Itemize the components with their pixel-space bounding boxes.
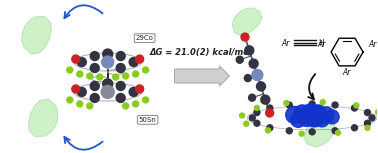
Circle shape — [369, 115, 375, 121]
Polygon shape — [304, 114, 335, 147]
Circle shape — [318, 107, 334, 123]
Circle shape — [67, 67, 73, 73]
Text: ΔG = 21.0(2) kcal/mol: ΔG = 21.0(2) kcal/mol — [150, 48, 253, 57]
Circle shape — [307, 111, 322, 126]
Circle shape — [291, 112, 306, 127]
Circle shape — [116, 52, 125, 61]
Circle shape — [129, 88, 138, 96]
Circle shape — [284, 101, 289, 106]
FancyArrow shape — [175, 66, 229, 86]
Circle shape — [90, 52, 99, 61]
Circle shape — [102, 56, 114, 68]
Circle shape — [103, 79, 113, 89]
Circle shape — [302, 104, 318, 120]
Circle shape — [77, 88, 86, 96]
Circle shape — [72, 85, 80, 93]
Polygon shape — [22, 17, 51, 54]
Circle shape — [309, 101, 315, 107]
Text: Ar: Ar — [282, 39, 290, 48]
Circle shape — [77, 71, 83, 77]
Circle shape — [244, 121, 249, 126]
Circle shape — [352, 105, 358, 111]
Circle shape — [267, 125, 273, 131]
Circle shape — [123, 103, 129, 109]
Circle shape — [116, 93, 125, 102]
Circle shape — [299, 111, 314, 126]
Circle shape — [354, 103, 359, 108]
Polygon shape — [28, 99, 58, 136]
Text: 50Sn: 50Sn — [139, 117, 156, 123]
Circle shape — [133, 71, 139, 77]
Circle shape — [123, 73, 129, 79]
Circle shape — [236, 56, 243, 63]
Circle shape — [143, 97, 149, 103]
Circle shape — [332, 102, 338, 108]
Circle shape — [245, 46, 254, 55]
Circle shape — [67, 97, 73, 103]
Circle shape — [261, 95, 270, 104]
Circle shape — [249, 94, 256, 101]
Circle shape — [332, 128, 338, 134]
Circle shape — [101, 86, 114, 98]
Circle shape — [72, 55, 80, 63]
Circle shape — [286, 106, 303, 123]
Circle shape — [143, 67, 149, 73]
Circle shape — [266, 109, 274, 117]
Circle shape — [116, 82, 125, 90]
Circle shape — [87, 103, 93, 109]
Circle shape — [90, 82, 99, 90]
Circle shape — [265, 128, 271, 133]
Circle shape — [254, 105, 259, 110]
Circle shape — [364, 110, 370, 116]
Circle shape — [299, 131, 304, 136]
Circle shape — [325, 110, 339, 124]
Circle shape — [252, 69, 263, 80]
Circle shape — [336, 130, 341, 135]
Circle shape — [249, 115, 255, 121]
Circle shape — [136, 55, 144, 63]
Circle shape — [241, 33, 249, 41]
Circle shape — [254, 120, 260, 126]
Text: H: H — [318, 39, 324, 48]
Circle shape — [249, 59, 258, 68]
Circle shape — [254, 110, 260, 116]
Circle shape — [365, 125, 370, 130]
Circle shape — [364, 120, 370, 126]
Circle shape — [286, 128, 292, 134]
Circle shape — [352, 125, 358, 131]
Circle shape — [116, 63, 125, 73]
Circle shape — [113, 74, 119, 80]
Circle shape — [244, 75, 251, 82]
Circle shape — [133, 101, 139, 107]
Circle shape — [77, 101, 83, 107]
Circle shape — [320, 100, 325, 105]
Circle shape — [87, 73, 93, 79]
Polygon shape — [232, 8, 262, 36]
Circle shape — [376, 110, 378, 115]
Text: Ar: Ar — [343, 68, 351, 77]
Circle shape — [129, 58, 138, 67]
Circle shape — [286, 102, 292, 108]
Circle shape — [136, 85, 144, 93]
Circle shape — [303, 105, 325, 127]
Text: 29Co: 29Co — [136, 35, 153, 41]
Circle shape — [240, 113, 245, 118]
Circle shape — [294, 105, 310, 121]
Text: Ar: Ar — [369, 40, 377, 49]
Circle shape — [97, 74, 103, 80]
Circle shape — [90, 93, 99, 102]
Circle shape — [103, 49, 113, 59]
Circle shape — [267, 105, 273, 111]
Circle shape — [257, 82, 265, 91]
Circle shape — [309, 129, 315, 135]
Text: Ar: Ar — [317, 40, 325, 49]
Circle shape — [315, 113, 329, 127]
Circle shape — [77, 58, 86, 67]
Circle shape — [310, 105, 326, 121]
Circle shape — [90, 63, 99, 73]
